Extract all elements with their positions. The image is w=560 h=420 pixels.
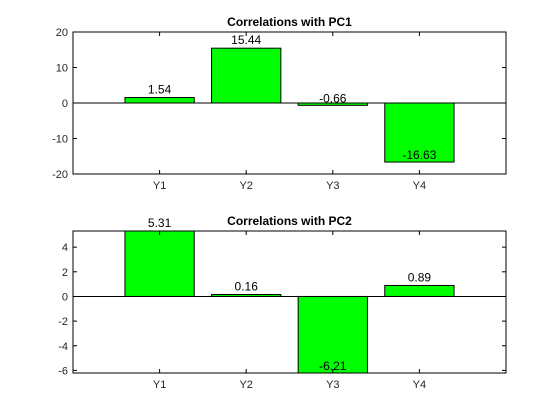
y-tick-label: 0 xyxy=(62,98,68,110)
x-tick-label: Y2 xyxy=(239,180,252,192)
y-tick-label: -4 xyxy=(58,341,68,353)
x-tick-label: Y4 xyxy=(413,180,426,192)
y-tick-label: -6 xyxy=(58,365,68,377)
data-label: -0.66 xyxy=(319,91,347,105)
y-tick-label: -10 xyxy=(52,134,68,146)
x-tick-label: Y1 xyxy=(153,180,166,192)
data-label: -6.21 xyxy=(319,359,347,373)
y-tick-label: 2 xyxy=(62,267,68,279)
subplot-1: Correlations with PC1 -20 -10 0 10 20 Y1 Y2 Y3 Y4… xyxy=(52,15,506,192)
y-tick-label: -2 xyxy=(58,316,68,328)
data-label: 1.54 xyxy=(148,83,172,97)
bar-y1 xyxy=(125,98,194,103)
x-tick-label: Y1 xyxy=(153,379,166,391)
chart-title: Correlations with PC2 xyxy=(227,214,352,228)
data-label: 0.89 xyxy=(408,270,432,284)
data-label: 15.44 xyxy=(231,33,261,47)
x-tick-label: Y2 xyxy=(239,379,252,391)
bar-y1 xyxy=(125,231,194,296)
y-tick-label: 10 xyxy=(56,63,68,75)
y-tick-label: 4 xyxy=(62,242,68,254)
x-tick-label: Y3 xyxy=(326,180,339,192)
y-tick-label: 0 xyxy=(62,291,68,303)
y-tick-label: 20 xyxy=(56,27,68,39)
y-tick-label: -20 xyxy=(52,169,68,181)
bar-y4 xyxy=(385,285,454,296)
data-label: -16.63 xyxy=(402,148,436,162)
subplot-2: Correlations with PC2 -6 -4 -2 0 2 4 Y1 Y2 Y3 Y4 5.… xyxy=(58,214,506,391)
chart-title: Correlations with PC1 xyxy=(227,15,352,29)
x-tick-label: Y3 xyxy=(326,379,339,391)
x-tick-label: Y4 xyxy=(413,379,426,391)
bar-y2 xyxy=(212,48,281,103)
data-label: 5.31 xyxy=(148,216,172,230)
data-label: 0.16 xyxy=(235,279,259,293)
